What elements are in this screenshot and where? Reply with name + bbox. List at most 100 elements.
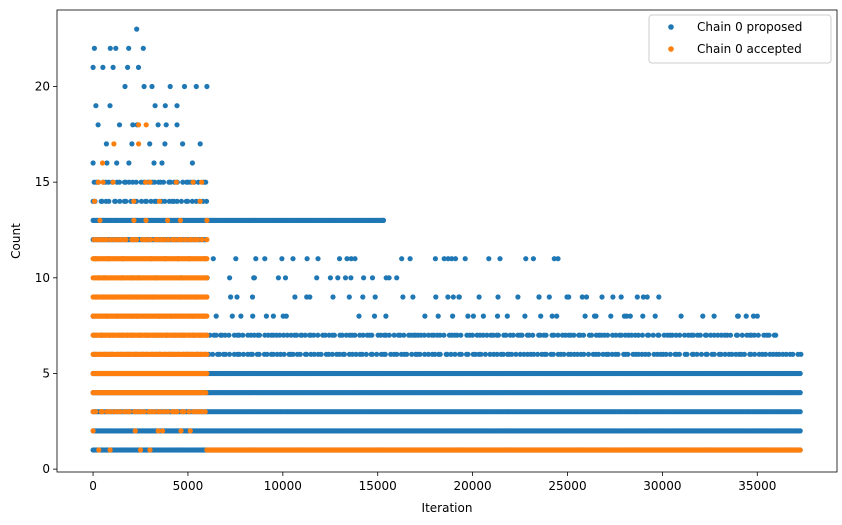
accepted-point (110, 179, 116, 185)
proposed-point (189, 160, 195, 166)
proposed-point (95, 122, 101, 128)
proposed-point (369, 351, 375, 357)
accepted-point (148, 237, 154, 243)
proposed-point (123, 198, 129, 204)
accepted-point (195, 237, 201, 243)
proposed-point (450, 294, 456, 300)
proposed-point (517, 351, 523, 357)
proposed-point (445, 294, 451, 300)
proposed-point (216, 351, 222, 357)
proposed-point (441, 332, 447, 338)
plot-frame (56, 9, 838, 473)
proposed-point (277, 332, 283, 338)
proposed-point (752, 351, 758, 357)
proposed-point (250, 313, 256, 319)
proposed-point (478, 351, 484, 357)
proposed-point (229, 313, 235, 319)
proposed-point (574, 351, 581, 357)
proposed-point (318, 351, 324, 357)
accepted-point (137, 447, 144, 453)
proposed-point (162, 198, 168, 204)
y-tick-label: 20 (35, 80, 50, 94)
proposed-point (798, 351, 804, 357)
proposed-point (222, 332, 228, 338)
accepted-point (107, 447, 113, 453)
accepted-point (126, 409, 132, 415)
proposed-point (292, 294, 298, 300)
proposed-point (409, 351, 415, 357)
proposed-point (480, 313, 486, 319)
proposed-point (543, 351, 549, 357)
proposed-point (148, 198, 154, 204)
accepted-point (199, 237, 205, 243)
proposed-point (116, 179, 123, 185)
accepted-point (99, 160, 106, 166)
proposed-point (711, 332, 717, 338)
proposed-point (543, 332, 549, 338)
proposed-point (445, 256, 451, 262)
accepted-point (147, 179, 153, 185)
proposed-point (106, 198, 112, 204)
proposed-point (711, 313, 717, 319)
proposed-point (383, 313, 389, 319)
accepted-point (103, 237, 109, 243)
proposed-point (676, 351, 683, 357)
y-axis-label: Count (9, 223, 23, 259)
proposed-point (484, 332, 490, 338)
proposed-point (336, 256, 343, 262)
accepted-point (157, 409, 163, 415)
proposed-point (523, 256, 529, 262)
proposed-point (694, 351, 700, 357)
proposed-point (497, 256, 503, 262)
proposed-point (240, 351, 247, 357)
proposed-point (554, 313, 560, 319)
accepted-point (155, 428, 161, 434)
proposed-point (582, 313, 588, 319)
proposed-point (382, 351, 388, 357)
x-tick-label: 20000 (454, 479, 492, 493)
proposed-point (465, 351, 471, 357)
proposed-point (678, 313, 684, 319)
proposed-point (116, 122, 123, 128)
proposed-point (766, 332, 772, 338)
proposed-point (593, 313, 599, 319)
proposed-point (129, 141, 135, 147)
proposed-point (684, 351, 690, 357)
proposed-point (482, 351, 488, 357)
accepted-point (165, 237, 171, 243)
proposed-point (739, 332, 745, 338)
accepted-point (197, 198, 203, 204)
accepted-point (144, 237, 150, 243)
proposed-point (174, 103, 180, 109)
proposed-point (134, 26, 140, 32)
proposed-point (494, 351, 500, 357)
proposed-point (656, 294, 662, 300)
proposed-point (359, 351, 365, 357)
proposed-point (797, 428, 803, 434)
proposed-point (470, 313, 476, 319)
accepted-point (90, 428, 96, 434)
proposed-point (181, 83, 188, 90)
accepted-point (123, 237, 129, 243)
proposed-point (538, 313, 544, 319)
proposed-point (222, 351, 228, 357)
proposed-point (669, 332, 675, 338)
proposed-point (588, 332, 595, 338)
accepted-point (117, 409, 123, 415)
proposed-point (226, 332, 232, 338)
proposed-point (371, 313, 378, 319)
proposed-point (690, 332, 697, 338)
proposed-point (138, 198, 145, 204)
accepted-point (100, 179, 106, 185)
proposed-point (580, 332, 587, 338)
proposed-point (773, 332, 779, 338)
accepted-point (177, 217, 183, 223)
proposed-point (456, 294, 462, 300)
accepted-point (143, 217, 149, 223)
proposed-point (140, 45, 146, 51)
proposed-point (735, 313, 741, 319)
proposed-point (336, 351, 342, 357)
legend-label-accepted: Chain 0 accepted (697, 42, 802, 56)
accepted-point (178, 428, 184, 434)
proposed-point (646, 351, 652, 357)
